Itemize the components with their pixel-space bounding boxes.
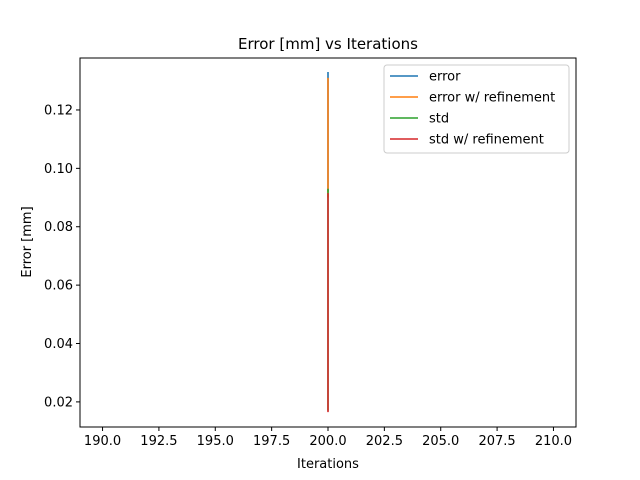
- x-axis-label: Iterations: [297, 457, 359, 472]
- x-tick-label: 200.0: [309, 434, 346, 449]
- legend: error error w/ refinement std std w/ refine…: [383, 64, 570, 154]
- x-tick-label: 210.0: [535, 434, 572, 449]
- legend-label-2: std: [429, 112, 449, 127]
- x-tick-label: 195.0: [197, 434, 234, 449]
- x-axis-ticks: 190.0 192.5 195.0 197.5 200.0 202.5 205.0 207.5…: [84, 427, 572, 449]
- x-tick-label: 190.0: [84, 434, 121, 449]
- y-axis-label: Error [mm]: [20, 206, 35, 277]
- chart-title: Error [mm] vs Iterations: [238, 35, 418, 53]
- y-tick-label: 0.02: [44, 395, 73, 410]
- legend-label-0: error: [429, 70, 461, 85]
- legend-label-1: error w/ refinement: [429, 91, 555, 106]
- x-tick-label: 192.5: [140, 434, 177, 449]
- y-tick-label: 0.12: [44, 103, 73, 118]
- y-tick-label: 0.08: [44, 220, 73, 235]
- x-tick-label: 205.0: [422, 434, 459, 449]
- legend-label-3: std w/ refinement: [429, 133, 544, 148]
- x-tick-label: 207.5: [478, 434, 515, 449]
- x-tick-label: 197.5: [253, 434, 290, 449]
- y-tick-label: 0.04: [44, 337, 73, 352]
- y-tick-label: 0.06: [44, 279, 73, 294]
- x-tick-label: 202.5: [366, 434, 403, 449]
- y-tick-label: 0.10: [44, 162, 73, 177]
- y-axis-ticks: 0.02 0.04 0.06 0.08 0.10 0.12: [44, 103, 80, 410]
- legend-box: [383, 64, 570, 154]
